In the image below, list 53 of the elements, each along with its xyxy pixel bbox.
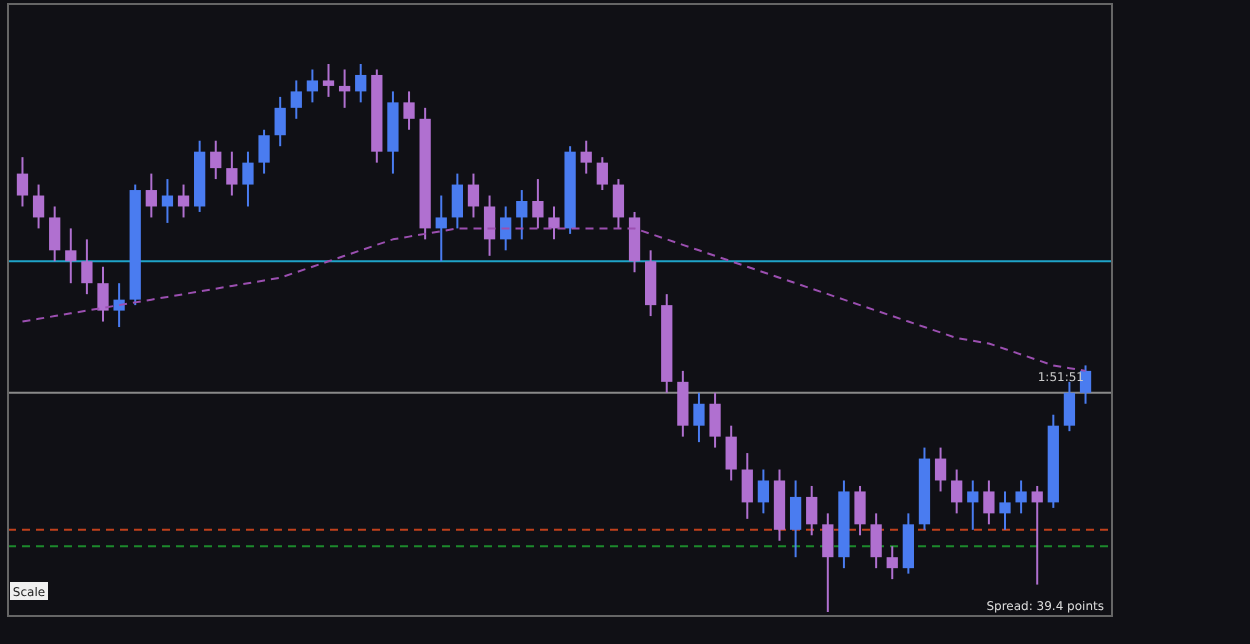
candlestick — [1015, 479, 1027, 515]
candlestick — [1031, 484, 1043, 586]
candlestick — [113, 282, 125, 329]
candlestick — [49, 205, 61, 263]
candlestick — [435, 194, 447, 263]
candlestick — [210, 139, 222, 181]
candlestick — [290, 79, 302, 120]
candlestick — [226, 150, 238, 197]
candlestick — [967, 479, 979, 531]
candlestick — [532, 178, 544, 230]
candlestick — [934, 446, 947, 493]
candlestick — [645, 249, 657, 318]
candlestick — [628, 210, 641, 274]
candlestick — [854, 484, 866, 537]
candlestick — [355, 63, 367, 104]
candlestick — [516, 189, 528, 241]
candlestick — [789, 479, 802, 559]
candlestick — [951, 468, 963, 515]
candlestick — [65, 227, 77, 285]
candlestick — [725, 424, 737, 482]
candlestick — [806, 484, 818, 537]
candlestick — [983, 479, 995, 526]
candlestick — [693, 391, 705, 444]
candlestick — [145, 172, 157, 219]
candlestick — [612, 178, 625, 230]
candlestick — [757, 468, 770, 515]
candlestick — [242, 150, 254, 208]
candlestick — [258, 128, 270, 175]
candlestick — [500, 205, 512, 252]
candlestick — [274, 95, 286, 148]
candlestick — [596, 156, 608, 192]
candlestick — [999, 490, 1011, 531]
candlestick — [306, 68, 319, 104]
candlestick — [822, 512, 834, 613]
candlestick — [1063, 380, 1076, 433]
candlestick — [1079, 364, 1092, 405]
candlestick — [580, 139, 592, 175]
candlestick — [16, 156, 29, 208]
candlestick — [741, 452, 753, 520]
candlestick — [97, 265, 109, 323]
candlestick — [32, 183, 45, 230]
candlestick — [886, 545, 898, 581]
candlestick — [451, 172, 463, 230]
candlestick — [709, 391, 721, 449]
candlestick — [403, 90, 415, 131]
candlestick — [467, 172, 480, 219]
candlestick — [81, 238, 93, 296]
candlestick — [902, 512, 914, 575]
candlestick — [548, 205, 560, 241]
candlestick — [870, 512, 882, 570]
candlestick — [483, 194, 496, 257]
candlestick — [677, 369, 689, 438]
candlestick — [322, 63, 335, 98]
